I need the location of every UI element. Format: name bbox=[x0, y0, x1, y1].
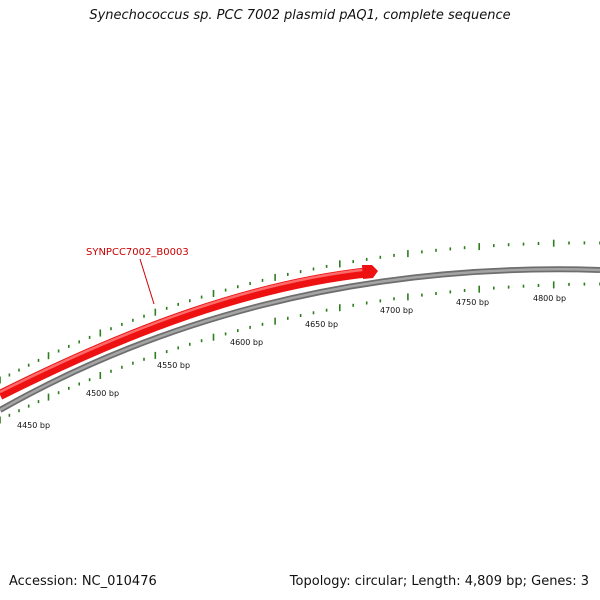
gene-arrow-synpcc7002-b0003[interactable] bbox=[0, 267, 371, 400]
scale-label-4600: 4600 bp bbox=[230, 338, 263, 347]
map-title: Synechococcus sp. PCC 7002 plasmid pAQ1,… bbox=[89, 8, 511, 23]
scale-label-4700: 4700 bp bbox=[380, 306, 413, 315]
gene-arrowhead bbox=[362, 265, 378, 279]
outer-tick-row bbox=[0, 239, 600, 384]
inner-tick-row bbox=[0, 281, 600, 424]
scale-label-4650: 4650 bp bbox=[305, 320, 338, 329]
scale-label-4500: 4500 bp bbox=[86, 389, 119, 398]
accession-label: Accession: NC_010476 bbox=[9, 574, 157, 589]
scale-label-4450: 4450 bp bbox=[17, 421, 50, 430]
scale-label-4550: 4550 bp bbox=[157, 361, 190, 370]
backbone-arc-highlight bbox=[0, 268, 600, 412]
gene-arrow-highlight bbox=[0, 267, 371, 394]
topology-summary: Topology: circular; Length: 4,809 bp; Ge… bbox=[289, 574, 589, 589]
gene-label-synpcc7002-b0003[interactable]: SYNPCC7002_B0003 bbox=[86, 247, 189, 258]
scale-label-4750: 4750 bp bbox=[456, 298, 489, 307]
scale-label-4800: 4800 bp bbox=[533, 294, 566, 303]
gene-label-leader bbox=[139, 258, 155, 305]
